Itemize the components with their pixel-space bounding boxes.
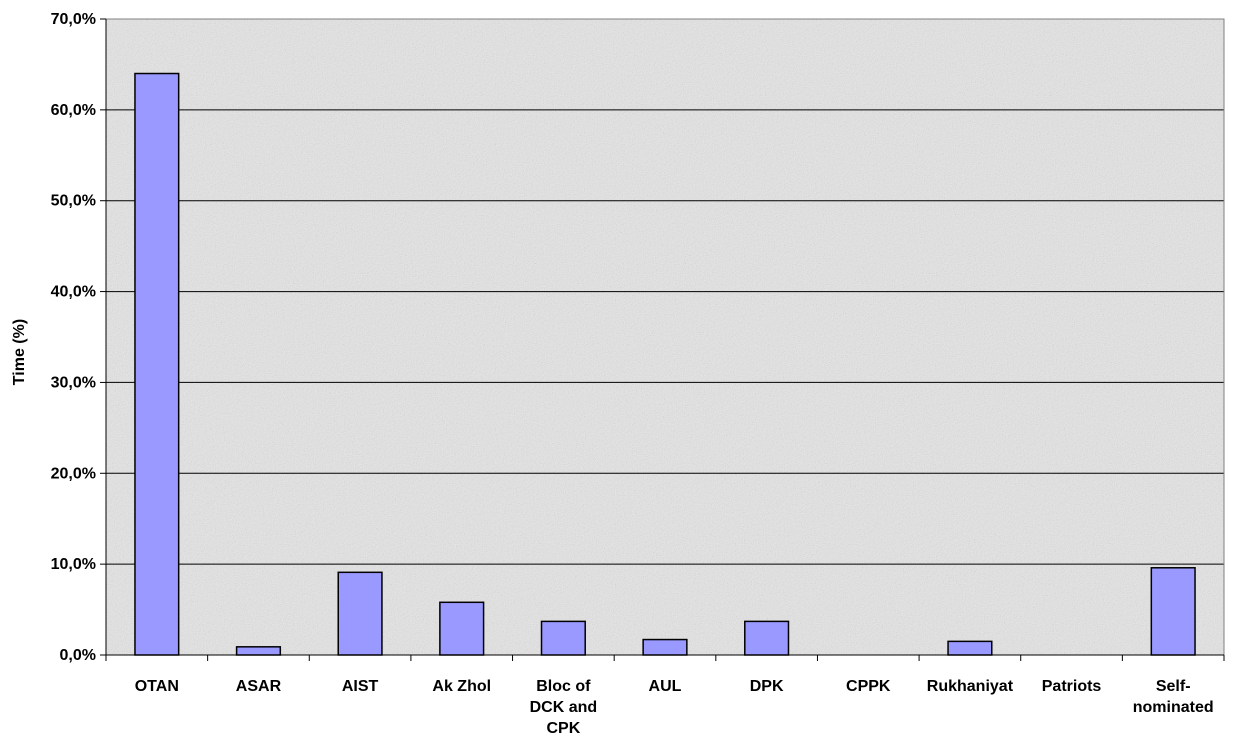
x-tick-label-line: Bloc of (536, 678, 591, 695)
x-tick-label-line: AUL (649, 678, 682, 695)
x-tick-label-line: nominated (1133, 699, 1214, 716)
x-tick-label: Ak Zhol (432, 678, 491, 695)
x-tick-label-line: CPK (546, 720, 580, 737)
bar (134, 72, 180, 656)
y-tick-label: 70,0% (51, 11, 96, 28)
bar (947, 640, 993, 656)
x-tick-label: Bloc of DCK and CPK (530, 678, 598, 737)
bars (134, 72, 1196, 656)
x-tick-label-line: Patriots (1042, 678, 1102, 695)
bar (439, 601, 485, 656)
x-tick-label-line: CPPK (846, 678, 891, 695)
x-tick-label-line: Self- (1156, 678, 1191, 695)
x-tick-label: AUL (649, 678, 682, 695)
y-tick-label: 30,0% (51, 374, 96, 391)
x-tick-label: ASAR (236, 678, 282, 695)
x-tick-label: CPPK (846, 678, 891, 695)
bar (642, 638, 688, 656)
x-tick-label: Self-nominated (1133, 678, 1214, 716)
x-tick-label-line: Rukhaniyat (927, 678, 1014, 695)
y-tick-label: 0,0% (60, 647, 96, 664)
y-tick-label: 10,0% (51, 556, 96, 573)
x-tick-label-line: DPK (750, 678, 784, 695)
x-tick-label-line: DCK and (530, 699, 598, 716)
bar (744, 620, 790, 656)
plot-texture (106, 19, 1224, 655)
y-tick-label: 60,0% (51, 102, 96, 119)
x-tick-label: Rukhaniyat (927, 678, 1014, 695)
y-tick-labels: 0,0% 10,0% 20,0% 30,0% 40,0% 50,0% 60,0% 70,0% (51, 11, 96, 664)
y-tick-label: 40,0% (51, 284, 96, 301)
bar (337, 571, 383, 656)
bar (540, 620, 586, 656)
x-tick-label: OTAN (135, 678, 179, 695)
bar (1150, 567, 1196, 656)
x-tick-labels: OTAN ASAR AIST Ak Zhol Bloc of DCK and CPK AUL D… (135, 678, 1214, 737)
y-tick-label: 50,0% (51, 193, 96, 210)
y-tick-label: 20,0% (51, 465, 96, 482)
y-axis-title: Time (%) (11, 319, 28, 385)
x-tick-label-line: ASAR (236, 678, 282, 695)
x-tick-label-line: AIST (342, 678, 379, 695)
x-tick-label: DPK (750, 678, 784, 695)
x-tick-label: AIST (342, 678, 379, 695)
bar (235, 646, 282, 656)
plot-background (106, 19, 1224, 655)
x-tick-label-line: OTAN (135, 678, 179, 695)
x-tick-label: Patriots (1042, 678, 1102, 695)
axes (100, 18, 1225, 661)
x-tick-label-line: Ak Zhol (432, 678, 491, 695)
